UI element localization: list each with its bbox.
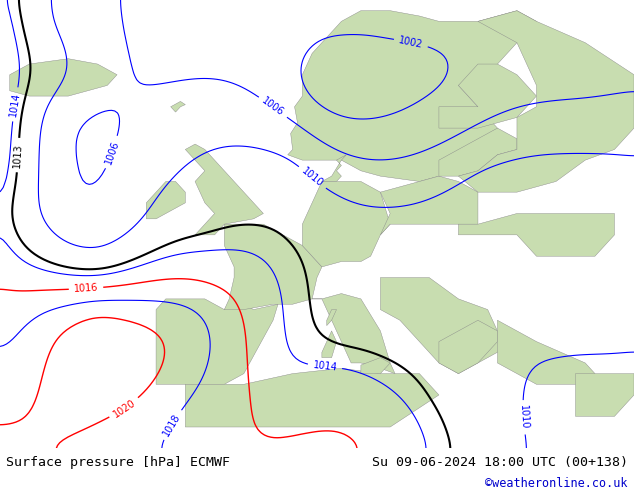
- Text: Surface pressure [hPa] ECMWF: Surface pressure [hPa] ECMWF: [6, 456, 230, 469]
- Text: 1002: 1002: [398, 35, 424, 50]
- Text: 1016: 1016: [74, 283, 98, 294]
- Text: 1014: 1014: [8, 92, 22, 117]
- Text: 1014: 1014: [312, 360, 338, 373]
- Text: 1010: 1010: [518, 405, 529, 430]
- Text: 1006: 1006: [260, 96, 286, 119]
- Text: 1020: 1020: [111, 397, 138, 419]
- Text: 1006: 1006: [103, 139, 121, 166]
- Text: ©weatheronline.co.uk: ©weatheronline.co.uk: [485, 477, 628, 490]
- Text: 1013: 1013: [12, 143, 24, 168]
- Text: 1010: 1010: [299, 166, 325, 189]
- Text: Su 09-06-2024 18:00 UTC (00+138): Su 09-06-2024 18:00 UTC (00+138): [372, 456, 628, 469]
- Text: 1018: 1018: [162, 412, 183, 438]
